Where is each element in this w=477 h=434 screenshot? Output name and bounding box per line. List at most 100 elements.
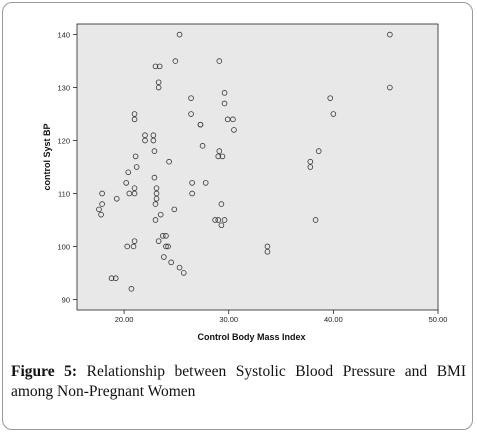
- data-point: [150, 132, 157, 139]
- plot-area: [76, 23, 439, 311]
- data-point: [188, 111, 194, 117]
- scatter-chart: 90 100 110 120 130 140 20.00 30.00 40.00 50.00 C…: [42, 23, 448, 342]
- caption-text: Relationship between Systolic Blood Pres…: [11, 363, 466, 400]
- data-point: [219, 153, 226, 160]
- data-point: [123, 180, 129, 186]
- data-point: [218, 222, 225, 229]
- data-point: [151, 148, 158, 154]
- data-point: [142, 132, 148, 139]
- x-axis-label: Control Body Mass Index: [197, 332, 305, 342]
- data-point: [172, 58, 179, 64]
- data-point: [156, 63, 163, 70]
- data-point: [312, 217, 319, 223]
- data-point: [221, 217, 228, 223]
- data-point: [155, 79, 162, 86]
- data-point: [153, 185, 160, 191]
- data-point: [218, 201, 225, 207]
- data-point: [150, 137, 157, 144]
- data-point: [163, 233, 169, 239]
- y-tick-label: 90: [62, 295, 70, 304]
- data-point: [152, 217, 159, 223]
- data-point: [231, 127, 237, 133]
- data-point: [180, 270, 187, 276]
- data-point: [131, 116, 138, 123]
- data-point: [161, 254, 167, 260]
- data-point: [264, 243, 271, 250]
- data-point: [131, 238, 138, 244]
- data-point: [165, 243, 171, 250]
- data-point: [155, 238, 162, 244]
- y-axis-ticks: 90 100 110 120 130 140: [57, 31, 77, 304]
- y-tick-label: 120: [57, 137, 70, 146]
- data-point: [99, 201, 105, 207]
- data-point: [130, 243, 137, 250]
- data-point: [160, 233, 166, 239]
- data-point: [327, 95, 334, 101]
- data-point: [124, 243, 131, 250]
- data-point: [152, 63, 159, 70]
- data-point: [202, 180, 209, 186]
- data-point: [188, 95, 194, 101]
- data-point: [197, 121, 204, 128]
- data-point: [133, 164, 140, 170]
- data-point: [264, 248, 271, 255]
- data-point: [224, 116, 231, 123]
- data-point: [387, 84, 393, 91]
- data-point: [330, 111, 337, 117]
- data-point: [215, 153, 222, 160]
- data-point: [215, 217, 222, 223]
- y-tick-label: 140: [57, 31, 70, 40]
- data-point: [151, 174, 158, 181]
- data-point: [199, 143, 206, 149]
- data-point: [216, 148, 223, 154]
- data-point: [153, 195, 160, 202]
- data-point: [132, 153, 139, 160]
- x-tick-label: 40.00: [324, 315, 343, 324]
- data-point: [216, 58, 223, 64]
- y-tick-label: 110: [58, 189, 70, 198]
- data-point: [112, 275, 119, 282]
- data-point: [131, 111, 138, 117]
- data-point: [99, 190, 105, 197]
- data-point: [307, 164, 314, 170]
- data-point: [131, 185, 138, 191]
- data-point: [230, 116, 236, 123]
- data-point: [142, 137, 148, 144]
- data-point: [152, 201, 159, 207]
- data-point: [98, 211, 104, 218]
- x-axis-ticks: 20.00 30.00 40.00 50.00: [115, 310, 448, 324]
- data-points: [96, 31, 393, 292]
- data-point: [307, 158, 314, 165]
- data-point: [131, 190, 138, 197]
- data-point: [221, 90, 228, 96]
- data-point: [128, 286, 135, 292]
- data-point: [166, 158, 172, 165]
- data-point: [171, 206, 178, 213]
- data-point: [212, 217, 218, 223]
- data-point: [96, 206, 102, 213]
- data-point: [157, 211, 164, 218]
- data-point: [155, 84, 162, 91]
- figure-caption: Figure 5: Relationship between Systolic …: [11, 362, 466, 402]
- data-point: [108, 275, 115, 282]
- data-point: [163, 243, 169, 250]
- data-point: [126, 190, 133, 197]
- y-tick-label: 130: [57, 84, 70, 93]
- y-axis-label: control Syst BP: [42, 123, 52, 190]
- data-point: [176, 264, 183, 271]
- data-point: [176, 31, 183, 38]
- data-point: [189, 180, 195, 186]
- data-point: [189, 190, 195, 197]
- data-point: [153, 190, 160, 197]
- data-point: [168, 259, 174, 266]
- data-point: [113, 195, 120, 202]
- data-point: [221, 100, 228, 107]
- data-point: [387, 31, 393, 38]
- data-point: [125, 169, 132, 176]
- data-point: [315, 148, 322, 154]
- x-tick-label: 30.00: [219, 315, 238, 324]
- x-tick-label: 20.00: [115, 315, 134, 324]
- x-tick-label: 50.00: [429, 315, 448, 324]
- y-tick-label: 100: [57, 242, 70, 251]
- figure-label: Figure 5:: [11, 363, 78, 380]
